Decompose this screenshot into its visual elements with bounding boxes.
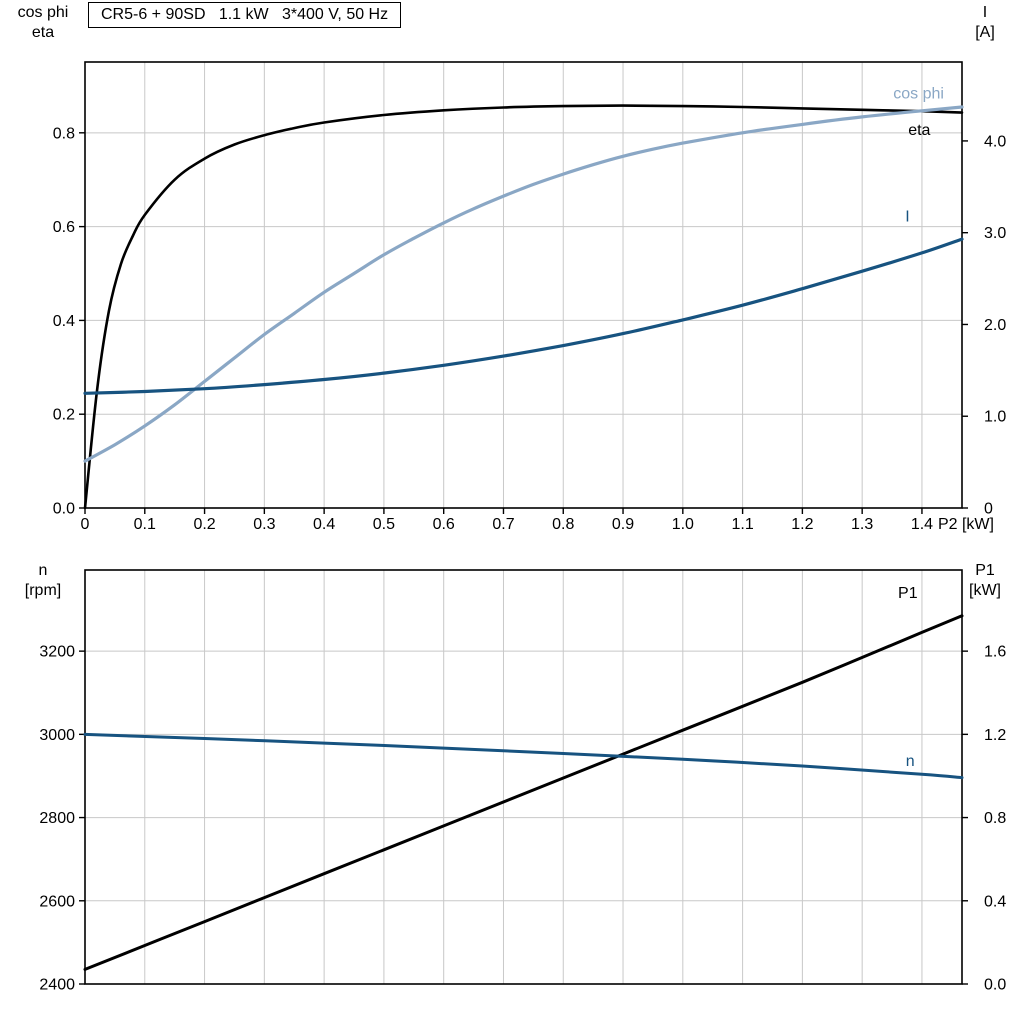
chart-title-box: CR5-6 + 90SD 1.1 kW 3*400 V, 50 Hz [88, 2, 402, 28]
axis-title-line: [A] [975, 24, 995, 41]
right-axis-tick-label: 1.6 [984, 644, 1006, 661]
left-axis-tick-label: 2600 [39, 893, 75, 910]
plot-border [84, 61, 963, 509]
curve-current [83, 237, 964, 395]
curve-label-speed: n [906, 753, 915, 770]
bottom-chart-right-axis-title: P1 [kW] [950, 561, 1020, 601]
axis-title-line: cos phi [17, 4, 69, 21]
x-axis-tick-label: 1.2 [791, 516, 813, 533]
axis-title-line: [kW] [969, 582, 1001, 599]
right-axis-tick-label: 4.0 [984, 133, 1006, 150]
x-axis-tick-label: 0.9 [612, 516, 634, 533]
left-axis-tick-label: 0.0 [53, 501, 75, 518]
left-axis-tick-label: 3000 [39, 727, 75, 744]
left-axis-tick-label: 2400 [39, 977, 75, 994]
left-axis-tick-label: 0.8 [53, 125, 75, 142]
top-chart-right-axis-title: I [A] [950, 3, 1020, 43]
curve-eta [83, 104, 964, 510]
x-axis-tick-label: 0.2 [193, 516, 215, 533]
right-axis-tick-label: 3.0 [984, 225, 1006, 242]
left-axis-tick-label: 2800 [39, 810, 75, 827]
top-chart-left-axis-title: cos phi eta [4, 3, 82, 43]
plot-border [84, 569, 963, 985]
curve-cos-phi [83, 105, 964, 463]
curve-speed [83, 732, 964, 780]
x-axis-tick-label: 1.1 [731, 516, 753, 533]
x-axis-tick-label: 1.3 [851, 516, 873, 533]
right-axis-tick-label: 0.0 [984, 977, 1006, 994]
x-axis-tick-label: 0.4 [313, 516, 335, 533]
left-axis-tick-label: 0.4 [53, 313, 75, 330]
x-axis-tick-label: 0.8 [552, 516, 574, 533]
left-axis-tick-label: 0.2 [53, 407, 75, 424]
axis-title-line: [rpm] [24, 582, 62, 599]
curve-label-eta: eta [908, 122, 930, 139]
curve-label-current: I [905, 209, 909, 226]
left-axis-tick-label: 3200 [39, 644, 75, 661]
axis-title-line: I [982, 4, 988, 21]
x-axis-tick-label: 0.5 [373, 516, 395, 533]
x-axis-tick-label: 0.7 [492, 516, 514, 533]
right-axis-tick-label: 0 [984, 501, 993, 518]
right-axis-tick-label: 0.8 [984, 810, 1006, 827]
x-axis-tick-label: 0.6 [433, 516, 455, 533]
left-axis-tick-label: 0.6 [53, 219, 75, 236]
curve-p1 [83, 614, 964, 971]
right-axis-tick-label: 1.0 [984, 409, 1006, 426]
x-axis-tick-label: 0.1 [134, 516, 156, 533]
curve-label-cos-phi: cos phi [893, 86, 944, 103]
right-axis-tick-label: 1.2 [984, 727, 1006, 744]
x-axis-unit-label: P2 [kW] [938, 516, 994, 533]
right-axis-tick-label: 0.4 [984, 893, 1006, 910]
x-axis-tick-label: 0.3 [253, 516, 275, 533]
axis-title-line: n [38, 562, 48, 579]
x-axis-tick-label: 1.4 [911, 516, 933, 533]
x-axis-tick-label: 1.0 [672, 516, 694, 533]
bottom-chart-left-axis-title: n [rpm] [4, 561, 82, 601]
curve-label-p1: P1 [898, 585, 918, 602]
axis-title-line: P1 [975, 562, 995, 579]
right-axis-tick-label: 2.0 [984, 317, 1006, 334]
x-axis-tick-label: 0 [81, 516, 90, 533]
axis-title-line: eta [31, 24, 55, 41]
